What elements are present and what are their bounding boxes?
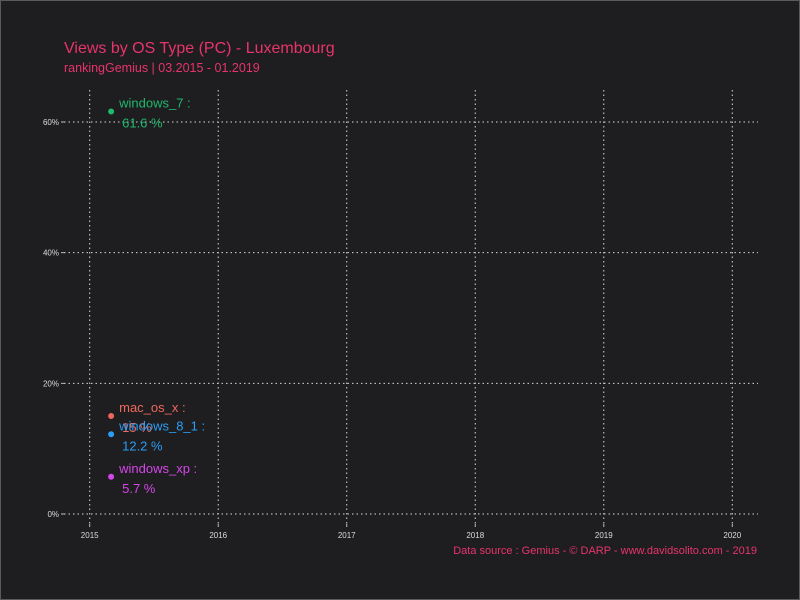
y-tick-label: 60% bbox=[43, 118, 59, 127]
point-mac_os_x bbox=[108, 413, 115, 419]
point-label-value-windows_8_1: 12.2 % bbox=[122, 438, 163, 453]
point-label-value-windows_xp: 5.7 % bbox=[122, 481, 156, 496]
y-tick-label: 40% bbox=[43, 249, 59, 258]
chart-caption: Data source : Gemius - © DARP - www.davi… bbox=[453, 545, 757, 557]
grid-layer bbox=[64, 90, 758, 524]
point-windows_xp bbox=[108, 473, 115, 480]
x-tick-label: 2015 bbox=[81, 531, 99, 540]
point-label-name-windows_8_1: windows_8_1 : bbox=[118, 418, 205, 433]
y-tick-label: 0% bbox=[47, 510, 59, 519]
point-label-value-mac_os_x: 15 % bbox=[122, 420, 152, 435]
x-tick-label: 2019 bbox=[595, 531, 613, 540]
chart-title: Views by OS Type (PC) - Luxembourg bbox=[64, 40, 335, 57]
x-tick-label: 2018 bbox=[466, 531, 484, 540]
y-tick-label: 20% bbox=[43, 379, 59, 388]
point-label-name-windows_xp: windows_xp : bbox=[118, 461, 197, 476]
point-label-name-windows_7: windows_7 : bbox=[118, 96, 191, 111]
point-windows_8_1 bbox=[108, 431, 115, 438]
point-label-value-windows_7: 61.6 % bbox=[122, 116, 163, 131]
x-tick-label: 2016 bbox=[209, 531, 227, 540]
x-tick-label: 2020 bbox=[723, 531, 741, 540]
x-tick-label: 2017 bbox=[338, 531, 356, 540]
chart-subtitle: rankingGemius | 03.2015 - 01.2019 bbox=[64, 61, 260, 75]
axis-layer: 2015 2016 2017 2018 2019 2020 0% 20% 40% 60% bbox=[43, 118, 742, 540]
point-windows_7 bbox=[108, 108, 115, 115]
point-label-name-mac_os_x: mac_os_x : bbox=[119, 400, 185, 415]
points-layer: windows_7 : 61.6 % mac_os_x : 15 %windows_8… bbox=[108, 96, 205, 496]
